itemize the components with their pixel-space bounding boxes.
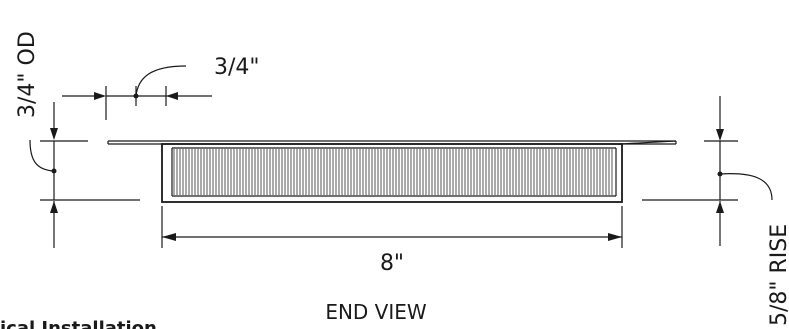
view-title: END VIEW [325, 300, 427, 324]
length-dimension-label: 8" [380, 251, 404, 276]
spacing-dimension-label: 3/4" [214, 55, 260, 80]
od-dimension-label: 3/4" OD [15, 31, 40, 118]
installation-partial-label: ical Installation [0, 318, 157, 329]
spacing-dimension: 3/4" [62, 55, 260, 120]
length-dimension: 8" [161, 206, 623, 276]
part-outline [107, 140, 677, 203]
rise-dimension-label: 5/8" RISE [767, 224, 789, 326]
rise-dimension: 5/8" RISE [642, 96, 789, 326]
fin-hatching [173, 149, 613, 195]
od-dimension: 3/4" OD [15, 31, 140, 248]
